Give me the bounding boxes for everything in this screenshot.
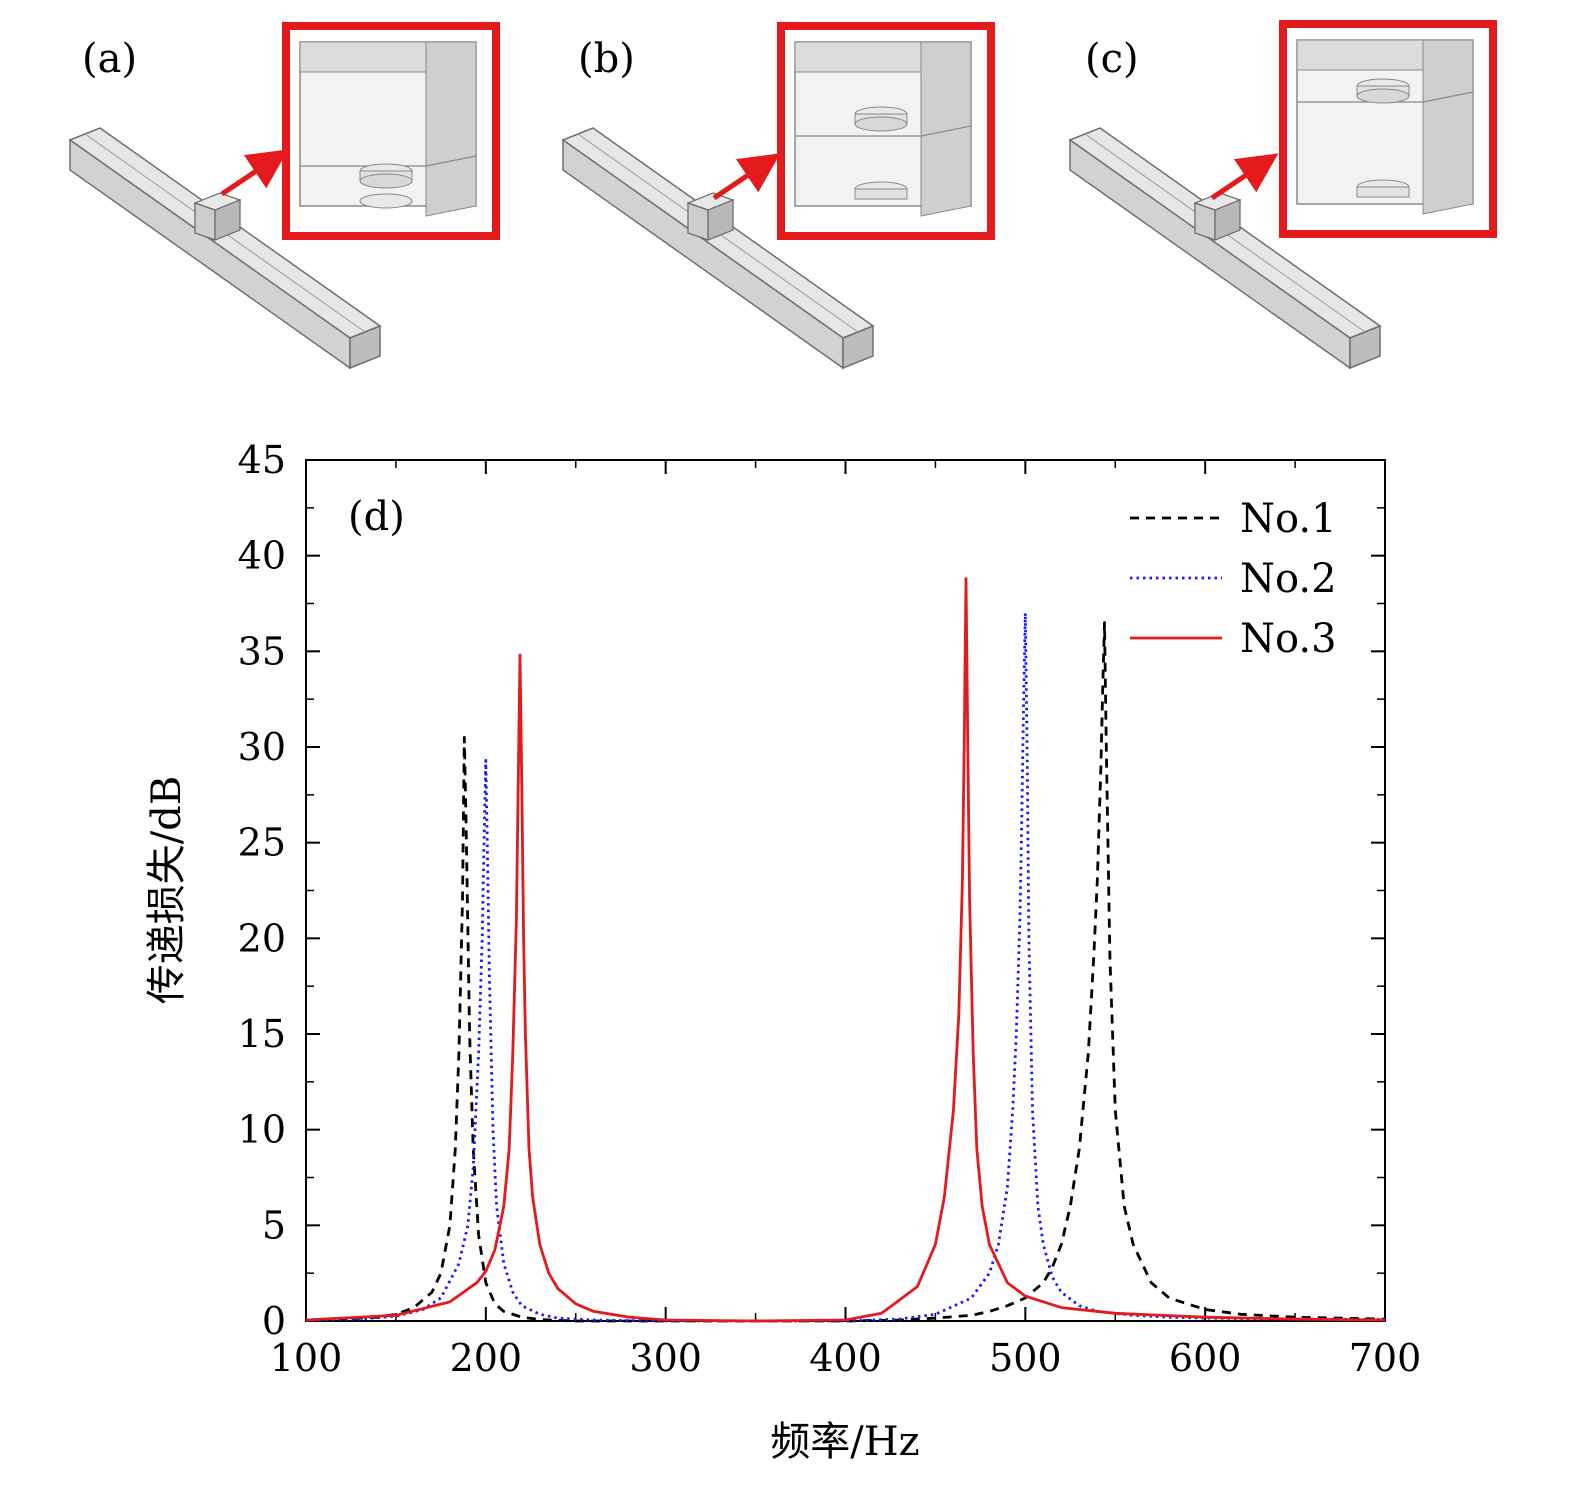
legend-label-1: No.1 (1240, 496, 1337, 542)
y-tick-label: 40 (238, 534, 286, 578)
panel-a-zoom-box (286, 26, 496, 236)
panel-d-chart: 100 200 300 400 500 600 700051015202530354045 … (144, 438, 1421, 1465)
x-tick-label: 700 (1349, 1336, 1422, 1380)
panel-c: (c) (1069, 24, 1493, 369)
x-axis-title: 频率/Hz (770, 1419, 919, 1465)
series-line-3 (305, 577, 1386, 1323)
y-tick-label: 35 (238, 629, 286, 673)
axis-tick-labels: 100 200 300 400 500 600 700 0 5 10 15 20 25 30 35 40 45 (238, 438, 1422, 1380)
panel-a-label: (a) (82, 36, 137, 82)
legend-label-3: No.3 (1240, 616, 1337, 662)
y-tick-label: 10 (238, 1108, 286, 1152)
y-tick-label: 5 (262, 1203, 286, 1247)
series-line-2 (305, 611, 1386, 1323)
y-tick-label: 25 (238, 821, 286, 865)
panel-c-arrow (1210, 153, 1279, 201)
x-tick-label: 600 (1169, 1336, 1242, 1380)
panel-d-label: (d) (348, 494, 405, 540)
panel-b-zoom-box (781, 26, 991, 236)
x-tick-label: 500 (989, 1336, 1062, 1380)
panel-b-arrow (712, 153, 781, 201)
panel-a: (a) (69, 26, 496, 369)
legend: No.1 No.2 No.3 (1130, 496, 1337, 662)
x-tick-label: 100 (270, 1336, 343, 1380)
y-axis-title: 传递损失/dB (144, 776, 190, 1004)
y-tick-label: 20 (238, 916, 286, 960)
panel-b-label: (b) (578, 36, 635, 82)
x-tick-label: 300 (629, 1336, 702, 1380)
x-tick-label: 400 (809, 1336, 882, 1380)
y-tick-label: 30 (238, 725, 286, 769)
panel-a-arrow (220, 149, 289, 197)
series-line-1 (305, 621, 1386, 1323)
panel-b: (b) (562, 26, 991, 369)
plot-frame (305, 459, 1386, 1322)
panel-c-zoom-box (1283, 24, 1493, 234)
panel-c-label: (c) (1085, 36, 1139, 82)
series-lines (305, 577, 1386, 1323)
y-tick-label: 15 (238, 1012, 286, 1056)
x-tick-label: 200 (450, 1336, 523, 1380)
legend-label-2: No.2 (1240, 556, 1337, 602)
axis-ticks (305, 459, 1386, 1322)
y-tick-label: 0 (262, 1299, 286, 1343)
y-tick-label: 45 (238, 438, 286, 482)
